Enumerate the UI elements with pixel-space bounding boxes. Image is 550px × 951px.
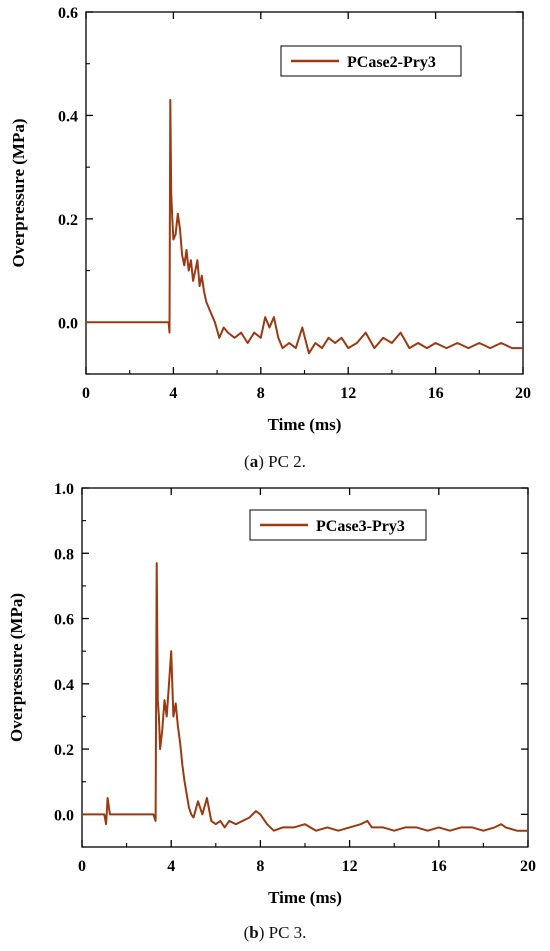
x-tick-label: 16 xyxy=(431,858,447,875)
caption-a: (a) PC 2. xyxy=(244,452,306,471)
series-line-a xyxy=(86,98,523,355)
caption-a-label: a xyxy=(249,452,259,471)
y-axis-title: Overpressure (MPa) xyxy=(7,593,26,742)
legend-label: PCase2-Pry3 xyxy=(347,54,436,71)
y-tick-label: 0.0 xyxy=(54,807,74,824)
y-tick-label: 0.6 xyxy=(54,612,74,629)
y-tick-label: 0.2 xyxy=(54,742,74,759)
x-tick-label: 12 xyxy=(342,858,358,875)
chart-a: 0 4 8 12 16 20 0.0 0.2 0.4 0.6 Time (ms) Overpressu… xyxy=(9,5,531,434)
x-axis-title: Time (ms) xyxy=(268,415,342,434)
plot-frame-b xyxy=(81,487,529,848)
y-tick-label: 0.4 xyxy=(58,108,78,125)
legend-label: PCase3-Pry3 xyxy=(316,518,405,535)
caption-b-text: PC 3. xyxy=(268,923,307,942)
x-tick-label: 0 xyxy=(78,858,86,875)
y-tick-label: 0.4 xyxy=(54,677,74,694)
series-line-b xyxy=(82,562,528,832)
x-tick-label: 4 xyxy=(169,385,177,402)
y-axis-title: Overpressure (MPa) xyxy=(9,118,28,267)
caption-a-text: PC 2. xyxy=(268,452,306,471)
y-tick-label: 1.0 xyxy=(54,481,74,498)
x-tick-label: 4 xyxy=(167,858,175,875)
caption-b: (b) PC 3. xyxy=(243,923,307,942)
caption-b-label: b xyxy=(249,923,259,942)
y-tick-label: 0.2 xyxy=(58,212,78,229)
x-tick-label: 8 xyxy=(257,385,265,402)
x-tick-label: 12 xyxy=(340,385,356,402)
figure-a: 0 4 8 12 16 20 0.0 0.2 0.4 0.6 Time (ms) Overpressu… xyxy=(9,5,531,471)
y-tick-label: 0.8 xyxy=(54,546,74,563)
x-axis-title: Time (ms) xyxy=(268,888,342,907)
chart-b: 0 4 8 12 16 20 0.0 0.2 0.4 0.6 0.8 1.0 Time (ms) Over… xyxy=(7,481,536,907)
figure-b: 0 4 8 12 16 20 0.0 0.2 0.4 0.6 0.8 1.0 Time (ms) Over… xyxy=(0,478,550,951)
x-tick-label: 0 xyxy=(82,385,90,402)
x-tick-label: 20 xyxy=(515,385,531,402)
x-tick-label: 20 xyxy=(520,858,536,875)
y-tick-label: 0.6 xyxy=(58,5,78,22)
x-tick-label: 8 xyxy=(256,858,264,875)
y-tick-label: 0.0 xyxy=(58,315,78,332)
x-tick-label: 16 xyxy=(428,385,444,402)
